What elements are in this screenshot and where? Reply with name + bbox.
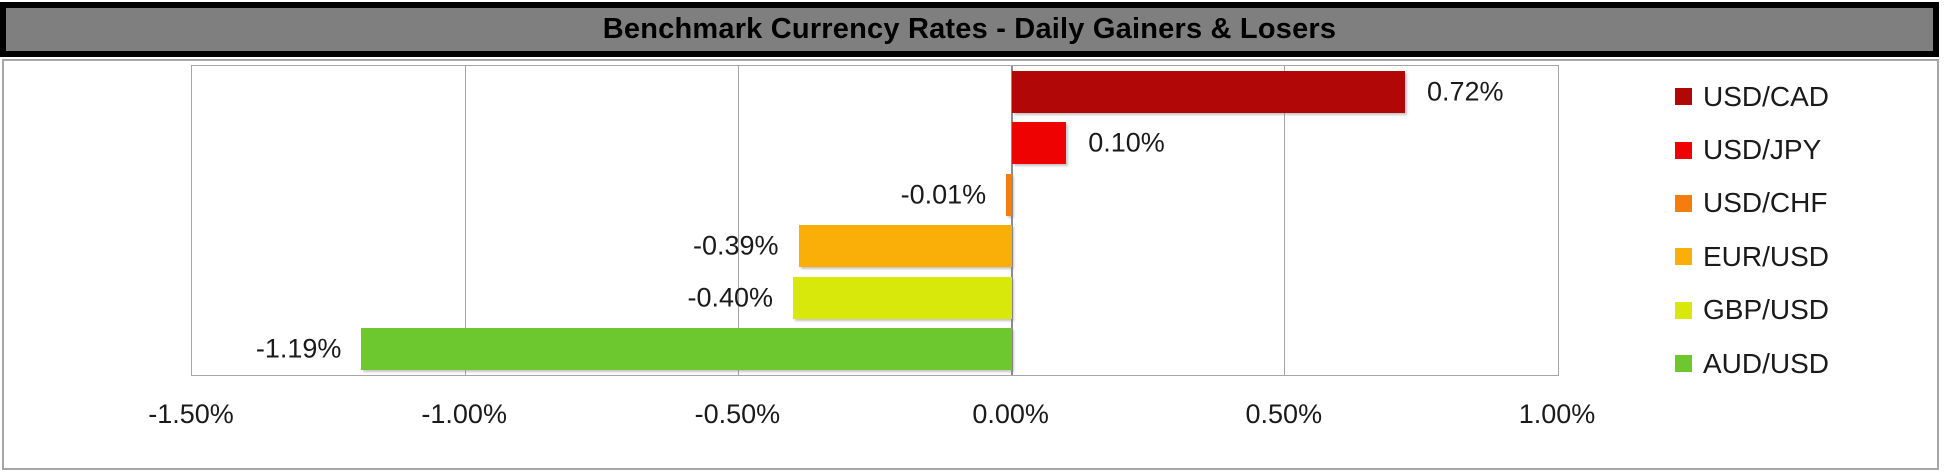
plot-area: 0.72% 0.10% -0.01% -0.39% -0.40% -1.19% — [191, 65, 1559, 376]
chart-title: Benchmark Currency Rates - Daily Gainers… — [602, 13, 1337, 45]
x-tick-label: -1.50% — [148, 399, 234, 429]
value-label-usd-cad: 0.72% — [1427, 76, 1504, 107]
legend-swatch-icon — [1675, 88, 1692, 106]
value-label-usd-jpy: 0.10% — [1088, 127, 1165, 158]
legend-swatch-icon — [1675, 248, 1692, 266]
bar-aud-usd[interactable] — [361, 328, 1012, 371]
bar-gbp-usd[interactable] — [793, 276, 1012, 319]
legend-entry-usd-cad[interactable]: USD/CAD — [1675, 70, 1829, 123]
legend-label: EUR/USD — [1703, 240, 1830, 272]
gridline — [464, 66, 466, 375]
gridline — [737, 66, 739, 375]
x-tick-label: 0.50% — [1245, 399, 1323, 429]
legend-entry-usd-jpy[interactable]: USD/JPY — [1675, 123, 1829, 176]
legend-entry-eur-usd[interactable]: EUR/USD — [1675, 230, 1829, 283]
chart-frame: 0.72% 0.10% -0.01% -0.39% -0.40% -1.19% -1.50… — [2, 59, 1939, 470]
value-label-aud-usd: -1.19% — [255, 333, 342, 364]
legend-label: USD/JPY — [1703, 134, 1822, 166]
legend-swatch-icon — [1675, 194, 1692, 212]
legend-swatch-icon — [1675, 355, 1692, 373]
x-tick-label: -1.00% — [421, 399, 507, 429]
legend-label: USD/CHF — [1703, 187, 1828, 219]
value-label-usd-chf: -0.01% — [900, 179, 987, 210]
legend-entry-gbp-usd[interactable]: GBP/USD — [1675, 284, 1829, 337]
legend-label: USD/CAD — [1703, 80, 1830, 112]
legend-label: AUD/USD — [1703, 347, 1830, 379]
x-tick-label: 0.00% — [972, 399, 1049, 429]
legend-entry-aud-usd[interactable]: AUD/USD — [1675, 337, 1829, 390]
bar-usd-cad[interactable] — [1011, 70, 1405, 113]
legend-swatch-icon — [1675, 141, 1692, 159]
x-tick-label: 1.00% — [1518, 399, 1596, 429]
legend-swatch-icon — [1675, 301, 1692, 319]
value-label-gbp-usd: -0.40% — [687, 282, 774, 313]
legend-entry-usd-chf[interactable]: USD/CHF — [1675, 177, 1829, 230]
x-tick-label: -0.50% — [694, 399, 781, 429]
value-label-eur-usd: -0.39% — [692, 230, 779, 261]
legend: USD/CAD USD/JPY USD/CHF EUR/USD GBP/USD AUD/U… — [1675, 70, 1829, 390]
gridline — [1284, 66, 1286, 375]
bar-usd-jpy[interactable] — [1011, 122, 1067, 165]
legend-label: GBP/USD — [1703, 294, 1830, 326]
zero-gridline — [1010, 66, 1013, 375]
bar-usd-chf[interactable] — [1006, 173, 1012, 216]
chart-title-bar: Benchmark Currency Rates - Daily Gainers… — [0, 2, 1939, 57]
bar-eur-usd[interactable] — [798, 225, 1012, 268]
